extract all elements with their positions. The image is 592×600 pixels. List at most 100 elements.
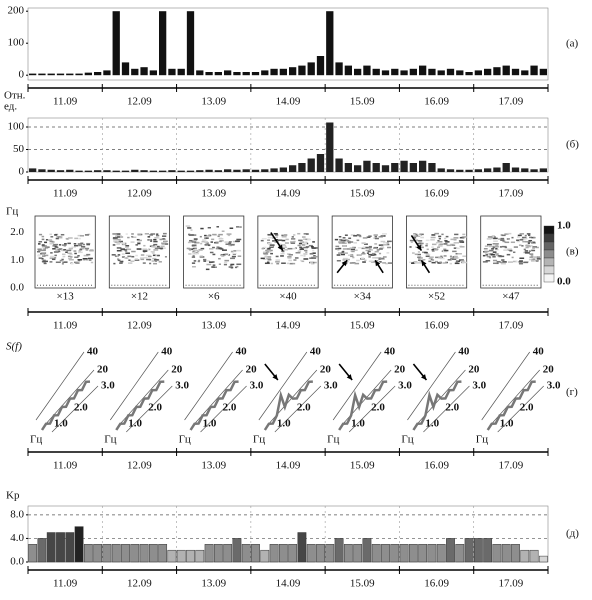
spectrogram-cell [381, 235, 385, 237]
spectrogram-cell [44, 260, 48, 263]
spectrogram-cell [84, 234, 89, 236]
bar [205, 72, 213, 76]
spectrogram-cell [281, 236, 287, 238]
bar [94, 72, 102, 76]
spectrogram-cell [409, 239, 415, 242]
spectrogram-cell [191, 262, 196, 264]
spectrogram-cell [485, 254, 489, 256]
x-tick-label: 15.09 [350, 320, 375, 332]
curve-label: 2.0 [371, 402, 385, 414]
spectrogram-cell [458, 240, 464, 242]
spectrogram-cell [275, 259, 281, 261]
spectrogram-cell [408, 261, 412, 264]
spectrogram-cell [77, 243, 83, 245]
x-tick-label: 15.09 [350, 460, 375, 472]
x-tick-label: 13.09 [201, 578, 226, 590]
bar [334, 538, 344, 563]
spectrogram-cell [338, 247, 342, 250]
spectrogram-cell [57, 236, 63, 239]
bar [484, 168, 492, 172]
curve-label: 1.0 [425, 418, 439, 430]
spectrogram-cell [501, 234, 506, 237]
spectrogram-cell [425, 239, 430, 242]
spectrogram-cell [185, 225, 191, 227]
spectrogram-cell [462, 233, 466, 236]
bar [102, 544, 112, 563]
x-tick-label: 13.09 [201, 188, 226, 200]
spectrogram-cell [61, 257, 64, 260]
x-tick-label: 13.09 [201, 320, 226, 332]
spectrogram-cell [428, 260, 432, 263]
spectrogram-cell [128, 259, 131, 261]
bar [473, 538, 483, 563]
spectrogram-cell [536, 256, 540, 258]
curve-label: 3.0 [398, 380, 412, 392]
spectrogram-cell [190, 234, 194, 236]
bar [288, 544, 298, 563]
spectrogram-cell [156, 233, 159, 235]
bar [391, 163, 399, 172]
spectrogram-cell [356, 259, 360, 262]
spectrogram-cell [117, 236, 120, 238]
spectrogram-cell [266, 251, 270, 253]
curve-label: 1.0 [277, 418, 291, 430]
spectrogram-cell [131, 233, 134, 235]
spectrogram-cell [78, 259, 81, 262]
spectrogram-cell [216, 226, 220, 228]
spectrogram-cell [289, 262, 293, 265]
spectrogram-cell [215, 247, 221, 250]
spectrogram-cell [145, 254, 151, 257]
spectrogram-cell [421, 242, 424, 245]
bar [186, 11, 195, 76]
spectrogram-cell [311, 247, 316, 249]
curve-label: 2.0 [520, 402, 534, 414]
spectrogram-cell [151, 246, 157, 248]
curve-label: 2.0 [148, 402, 162, 414]
bar [446, 538, 455, 563]
spectrogram-cell [205, 243, 210, 246]
reference-line [258, 351, 308, 421]
spectrogram-cell [219, 240, 222, 243]
spectrogram-cell [438, 245, 443, 247]
spectrogram-cell [454, 233, 459, 236]
spectrogram-cell [495, 244, 499, 247]
spectrogram-cell [438, 256, 443, 259]
spectrogram-cell [135, 244, 138, 246]
curve-label: 20 [468, 364, 480, 376]
spectrogram-cell [380, 240, 386, 243]
spectrogram-cell [216, 246, 220, 248]
spectrogram-cell [192, 255, 195, 257]
spectrogram-cell [338, 235, 342, 238]
spectrogram-cell [37, 254, 40, 256]
spectrogram-cell [128, 262, 133, 264]
spectrogram-cell [451, 244, 456, 246]
spectrogram-cell [212, 246, 215, 249]
spectrogram-cell [230, 257, 236, 260]
spectrogram-cell [501, 262, 506, 265]
spectrogram-cell [462, 261, 467, 264]
spectrogram-cell [435, 260, 439, 263]
spectrogram-cell [69, 253, 73, 256]
bar [474, 169, 482, 172]
spectrogram-cell [57, 248, 60, 251]
curve-label: 3.0 [547, 380, 561, 392]
spectrogram-cell [54, 254, 57, 257]
y-tick-label: 0 [19, 166, 25, 178]
spectrogram-cell [368, 246, 372, 249]
spectrogram-cell [358, 234, 362, 237]
bar [306, 544, 316, 563]
spectrogram-cell [535, 260, 539, 262]
spectrogram-cell [260, 257, 265, 260]
spectrogram-cell [518, 244, 522, 246]
arrow-head [272, 374, 278, 380]
spectrogram-cell [280, 255, 284, 257]
spectrogram-cell [163, 241, 167, 244]
spectrogram-cell [344, 234, 348, 236]
bar [419, 65, 427, 76]
curve-label: 1.0 [128, 418, 142, 430]
spectrogram-cell [382, 233, 387, 235]
curve-label: 40 [310, 346, 322, 358]
spectrogram-cell [66, 249, 72, 252]
spectrogram-cell [454, 262, 460, 265]
spectrum-curve [412, 380, 462, 431]
